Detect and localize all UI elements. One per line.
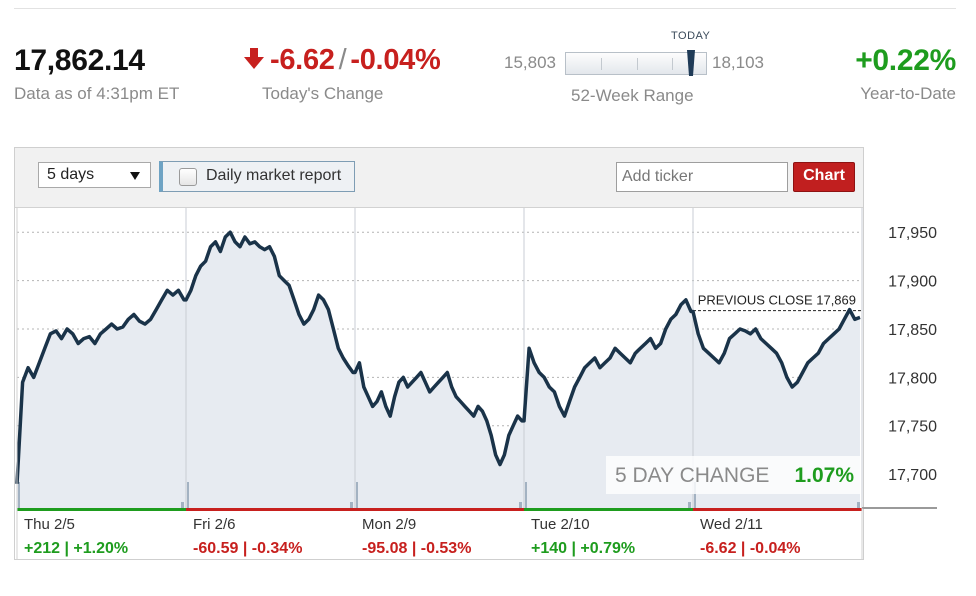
day-label: Fri 2/6	[193, 516, 236, 533]
day-baseline	[17, 508, 186, 511]
caret-down-icon	[130, 172, 140, 180]
add-ticker-input[interactable]	[616, 162, 788, 192]
volume-bar	[694, 482, 696, 508]
day-change: -95.08 | -0.53%	[362, 540, 471, 557]
volume-bar	[857, 502, 860, 508]
y-tick-label: 17,800	[888, 370, 937, 387]
volume-bar	[18, 482, 20, 508]
range-today-label: TODAY	[671, 30, 711, 42]
daily-report-toggle[interactable]: Daily market report	[159, 161, 355, 192]
volume-bar	[525, 482, 527, 508]
chart-toolbar: 5 days Daily market report Chart	[15, 148, 863, 208]
y-tick-label: 17,700	[888, 467, 937, 484]
day-baseline	[693, 508, 862, 511]
range-tick	[637, 58, 638, 70]
period-value: 5 days	[47, 166, 95, 183]
day-label: Thu 2/5	[24, 516, 75, 533]
range-label: 52-Week Range	[571, 86, 694, 105]
day-baseline	[355, 508, 524, 511]
volume-bar	[350, 502, 353, 508]
range-high: 18,103	[712, 53, 764, 72]
volume-bar	[187, 482, 189, 508]
volume-bar	[181, 502, 184, 508]
ytd-change: +0.22%	[855, 44, 956, 77]
y-tick-label: 17,950	[888, 225, 937, 242]
day-baseline	[524, 508, 693, 511]
top-divider	[14, 8, 956, 9]
range-low: 15,803	[504, 53, 556, 72]
price-area	[17, 232, 860, 508]
volume-bar	[688, 502, 691, 508]
y-tick-label: 17,850	[888, 322, 937, 339]
day-change: +212 | +1.20%	[24, 540, 128, 557]
change-label: Today's Change	[262, 84, 384, 103]
volume-bar	[356, 482, 358, 508]
range-tick	[601, 58, 602, 70]
five-day-change-value: 1.07%	[794, 464, 854, 487]
price-line	[15, 230, 861, 484]
week-range-bar	[565, 50, 707, 76]
change-separator: /	[338, 44, 347, 76]
data-timestamp: Data as of 4:31pm ET	[14, 84, 180, 103]
y-tick-label: 17,750	[888, 419, 937, 436]
todays-change: -6.62/-0.04%	[244, 44, 441, 77]
day-label: Mon 2/9	[362, 516, 416, 533]
five-day-change-box	[606, 456, 862, 494]
day-change: -6.62 | -0.04%	[700, 540, 801, 557]
daily-report-checkbox[interactable]	[179, 168, 197, 186]
day-change: +140 | +0.79%	[531, 540, 635, 557]
range-tick	[672, 58, 673, 70]
chart-button[interactable]: Chart	[793, 162, 855, 192]
ytd-label: Year-to-Date	[860, 84, 956, 103]
today-marker-icon	[687, 50, 696, 76]
last-price: 17,862.14	[14, 44, 145, 77]
day-label: Tue 2/10	[531, 516, 590, 533]
period-select[interactable]: 5 days	[38, 162, 151, 188]
volume-bar	[519, 502, 522, 508]
change-points: -6.62	[270, 44, 335, 76]
day-baseline	[186, 508, 355, 511]
y-tick-label: 17,900	[888, 274, 937, 291]
day-change: -60.59 | -0.34%	[193, 540, 302, 557]
daily-report-label: Daily market report	[206, 167, 342, 184]
change-percent: -0.04%	[350, 44, 441, 76]
down-arrow-icon	[244, 48, 264, 69]
five-day-change-label: 5 DAY CHANGE	[615, 464, 769, 487]
previous-close-label: PREVIOUS CLOSE 17,869	[698, 293, 856, 308]
day-label: Wed 2/11	[700, 516, 763, 533]
